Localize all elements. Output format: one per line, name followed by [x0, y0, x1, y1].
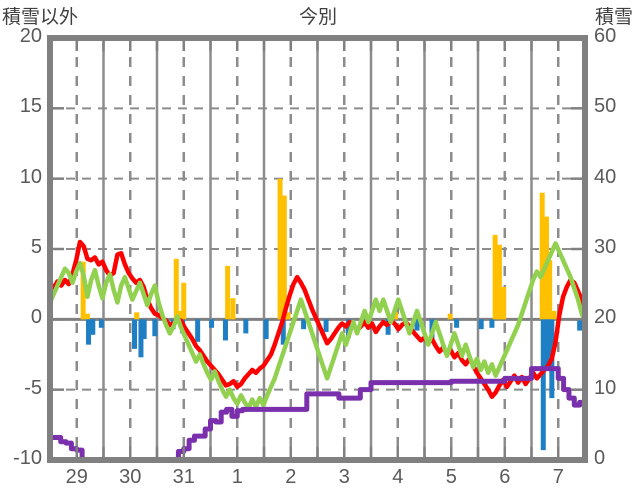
- right-tick-label: 10: [594, 376, 617, 399]
- bar: [80, 261, 86, 320]
- bar: [492, 234, 498, 320]
- right-tick-label: 60: [594, 25, 617, 47]
- x-tick-label: 2: [285, 466, 297, 488]
- right-tick-label: 50: [594, 95, 617, 118]
- bar: [90, 319, 96, 335]
- bar: [547, 260, 553, 320]
- bar: [447, 313, 453, 320]
- bar: [84, 313, 90, 320]
- bar: [152, 319, 158, 337]
- bar: [496, 244, 502, 320]
- bar: [277, 178, 283, 320]
- x-tick-label: 3: [338, 466, 350, 488]
- bar: [489, 319, 495, 328]
- left-tick-label: 10: [19, 165, 42, 188]
- x-tick-label: 5: [445, 466, 457, 488]
- bar: [285, 312, 291, 320]
- bar: [141, 319, 147, 340]
- bar: [281, 195, 287, 320]
- bar: [195, 319, 201, 342]
- right-tick-label: 20: [594, 306, 617, 329]
- right-tick-label: 30: [594, 236, 617, 258]
- bar: [301, 319, 307, 330]
- bar: [86, 319, 92, 345]
- bar: [222, 319, 228, 341]
- bars-layer: [80, 178, 583, 451]
- bar: [393, 312, 399, 320]
- left-axis-title: 積雪以外: [2, 6, 79, 28]
- bar: [577, 319, 583, 331]
- left-tick-label: 5: [30, 236, 42, 258]
- bar: [478, 319, 484, 330]
- bar: [454, 319, 460, 328]
- bar: [385, 319, 391, 335]
- left-tick-label: -10: [13, 447, 42, 469]
- bar: [178, 310, 184, 320]
- bar: [209, 319, 215, 328]
- axis-frame: [47, 35, 588, 463]
- x-tick-label: 29: [65, 466, 88, 488]
- x-tick-label: 31: [172, 466, 195, 488]
- bar: [323, 319, 329, 332]
- bar: [138, 319, 144, 358]
- left-tick-label: -5: [24, 376, 42, 399]
- bar: [501, 286, 507, 320]
- bar: [225, 265, 231, 320]
- bar: [173, 258, 179, 320]
- x-tick-label: 1: [231, 466, 243, 488]
- left-tick-label: 20: [19, 25, 42, 47]
- x-tick-label: 4: [392, 466, 404, 488]
- axis-ticks: [52, 40, 583, 458]
- series-line: [47, 241, 588, 411]
- bar: [230, 298, 236, 320]
- x-tick-label: 7: [552, 466, 564, 488]
- left-tick-label: 0: [30, 306, 42, 329]
- bar: [539, 192, 545, 320]
- right-tick-label: 40: [594, 165, 617, 188]
- bar: [551, 310, 557, 320]
- bar: [98, 319, 104, 328]
- bar: [280, 319, 286, 345]
- x-tick-label: 6: [499, 466, 511, 488]
- right-tick-label: 0: [594, 447, 606, 469]
- bar: [545, 319, 551, 370]
- bar: [243, 319, 249, 334]
- bar: [134, 312, 140, 320]
- bar: [346, 319, 352, 338]
- right-axis-title: 積雪: [594, 6, 633, 28]
- bar: [414, 319, 420, 331]
- left-tick-label: 15: [19, 95, 42, 118]
- page-title: 今別: [298, 6, 337, 28]
- bar: [181, 282, 187, 320]
- bar: [132, 319, 138, 349]
- grid-layer: [50, 38, 585, 460]
- bar: [263, 319, 269, 340]
- bar: [540, 319, 546, 451]
- series-line: [47, 239, 588, 399]
- x-tick-label: 30: [119, 466, 142, 488]
